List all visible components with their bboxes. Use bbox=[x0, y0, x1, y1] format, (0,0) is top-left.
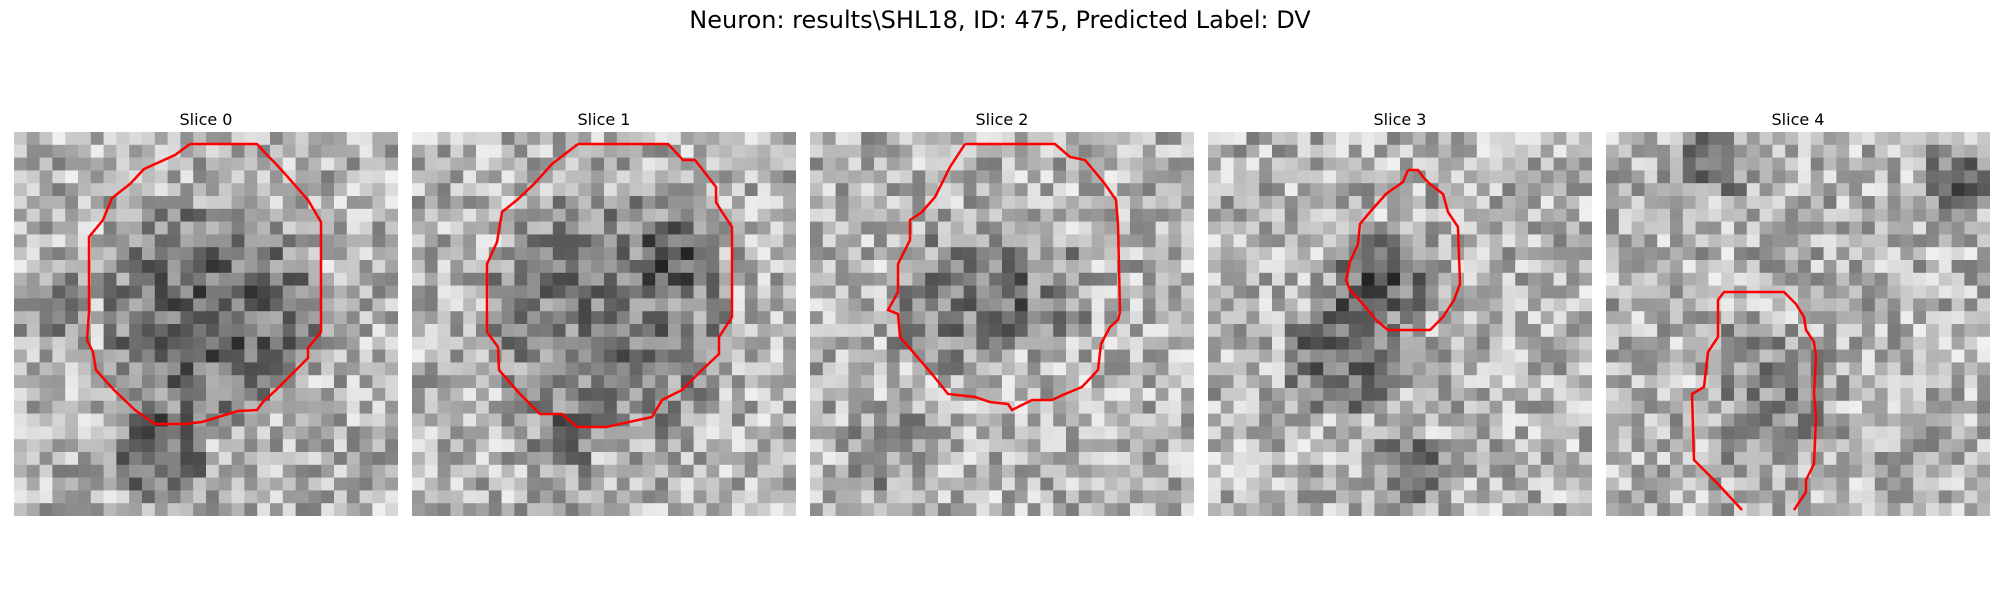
slice-image bbox=[1606, 132, 1990, 516]
slice-image bbox=[14, 132, 398, 516]
grayscale-pixel-grid bbox=[412, 132, 796, 516]
slice-image-svg bbox=[810, 132, 1194, 516]
slice-panel-3: Slice 3 bbox=[1208, 108, 1592, 516]
slice-image bbox=[1208, 132, 1592, 516]
neuron-contour bbox=[85, 142, 323, 426]
slice-image-svg bbox=[1606, 132, 1990, 516]
neuron-contour bbox=[1344, 168, 1462, 332]
slice-title: Slice 3 bbox=[1373, 110, 1427, 129]
slice-panel-1: Slice 1 bbox=[412, 108, 796, 516]
slice-panel-2: Slice 2 bbox=[810, 108, 1194, 516]
slice-image bbox=[810, 132, 1194, 516]
slice-image-svg bbox=[1208, 132, 1592, 516]
slice-panel-4: Slice 4 bbox=[1606, 108, 1990, 516]
grayscale-pixel-grid bbox=[1606, 132, 1990, 516]
slice-title: Slice 4 bbox=[1771, 110, 1825, 129]
neuron-contour bbox=[1690, 290, 1818, 511]
slice-title: Slice 1 bbox=[577, 110, 631, 129]
neuron-contour bbox=[886, 142, 1122, 412]
slice-panel-0: Slice 0 bbox=[14, 108, 398, 516]
grayscale-pixel-grid bbox=[810, 132, 1194, 516]
slice-image bbox=[412, 132, 796, 516]
slice-image-svg bbox=[412, 132, 796, 516]
neuron-contour bbox=[485, 142, 734, 429]
grayscale-pixel-grid bbox=[14, 132, 398, 516]
figure-title: Neuron: results\SHL18, ID: 475, Predicte… bbox=[689, 6, 1311, 34]
slice-image-svg bbox=[14, 132, 398, 516]
slice-title: Slice 2 bbox=[975, 110, 1029, 129]
slice-title: Slice 0 bbox=[179, 110, 233, 129]
grayscale-pixel-grid bbox=[1208, 132, 1592, 516]
